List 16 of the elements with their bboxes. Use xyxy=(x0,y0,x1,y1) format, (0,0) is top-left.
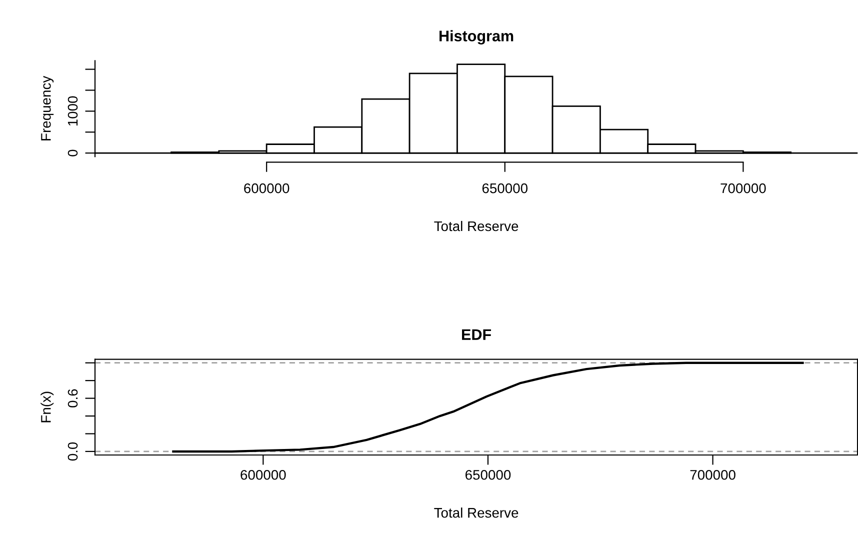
x-tick-label: 700000 xyxy=(690,470,736,480)
chart-title: Histogram xyxy=(440,30,514,44)
y-axis-title: Frequency xyxy=(41,76,54,140)
x-tick-label: 600000 xyxy=(240,470,286,480)
x-axis-title: Total Reserve xyxy=(434,508,518,518)
x-tick-label: 600000 xyxy=(244,183,290,194)
y-tick-label: 0 xyxy=(68,150,78,156)
x-tick-label: 650000 xyxy=(466,470,511,480)
chart-title: EDF xyxy=(462,329,492,340)
y-axis-title: Fn(x) xyxy=(40,392,54,422)
x-axis-title: Total Reserve xyxy=(434,220,518,232)
y-tick-label: 1000 xyxy=(68,96,78,126)
x-tick-label: 700000 xyxy=(720,183,766,194)
x-tick-label: 650000 xyxy=(482,183,528,194)
y-tick-label: 0.6 xyxy=(68,389,78,408)
y-tick-label: 0.0 xyxy=(68,442,78,461)
